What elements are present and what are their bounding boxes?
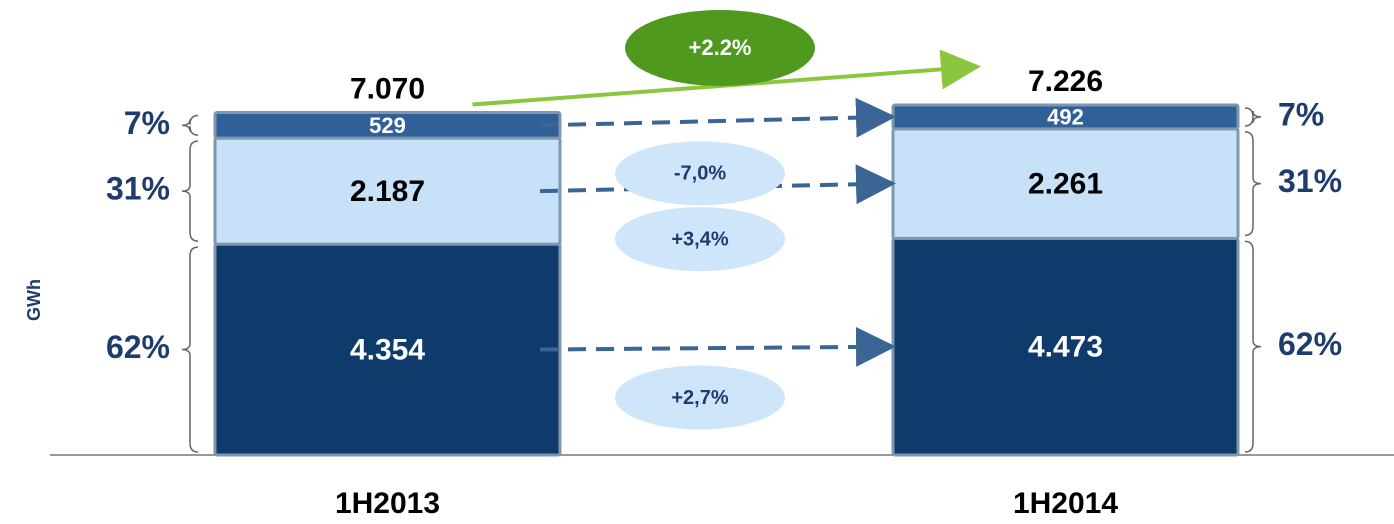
- value-label: 4.473: [1028, 331, 1103, 364]
- value-label: 529: [369, 113, 406, 138]
- brace: [181, 246, 199, 453]
- value-label: 2.261: [1028, 168, 1103, 201]
- value-label: 492: [1047, 105, 1084, 130]
- change-arrow: [539, 97, 896, 138]
- total-label: 7.070: [350, 72, 425, 105]
- share-label: 7%: [124, 105, 170, 141]
- change-bubble: [615, 141, 785, 206]
- bar-segment: [213, 111, 562, 140]
- change-label: +3,4%: [671, 228, 728, 250]
- share-label: 7%: [1278, 96, 1324, 132]
- y-axis-label: GWh: [24, 279, 44, 321]
- change-label: -7,0%: [674, 163, 726, 185]
- value-label: 4.354: [350, 333, 425, 366]
- brace: [1244, 240, 1262, 453]
- share-label: 62%: [106, 329, 170, 365]
- change-label: +2,7%: [671, 387, 728, 409]
- change-arrow: [539, 326, 896, 367]
- brace: [181, 140, 199, 242]
- change-bubble: [615, 365, 785, 430]
- total-change-label: +2.2%: [689, 35, 752, 60]
- brace: [1244, 131, 1262, 237]
- total-change-bubble: [625, 10, 815, 86]
- brace: [181, 114, 199, 136]
- share-label: 62%: [1278, 326, 1342, 362]
- share-label: 31%: [1278, 163, 1342, 199]
- value-label: 2.187: [350, 175, 425, 208]
- category-label: 1H2013: [335, 487, 440, 520]
- category-label: 1H2014: [1013, 487, 1118, 520]
- brace: [1244, 107, 1262, 127]
- change-bubble: [615, 207, 785, 272]
- total-label: 7.226: [1028, 65, 1103, 98]
- share-label: 31%: [106, 171, 170, 207]
